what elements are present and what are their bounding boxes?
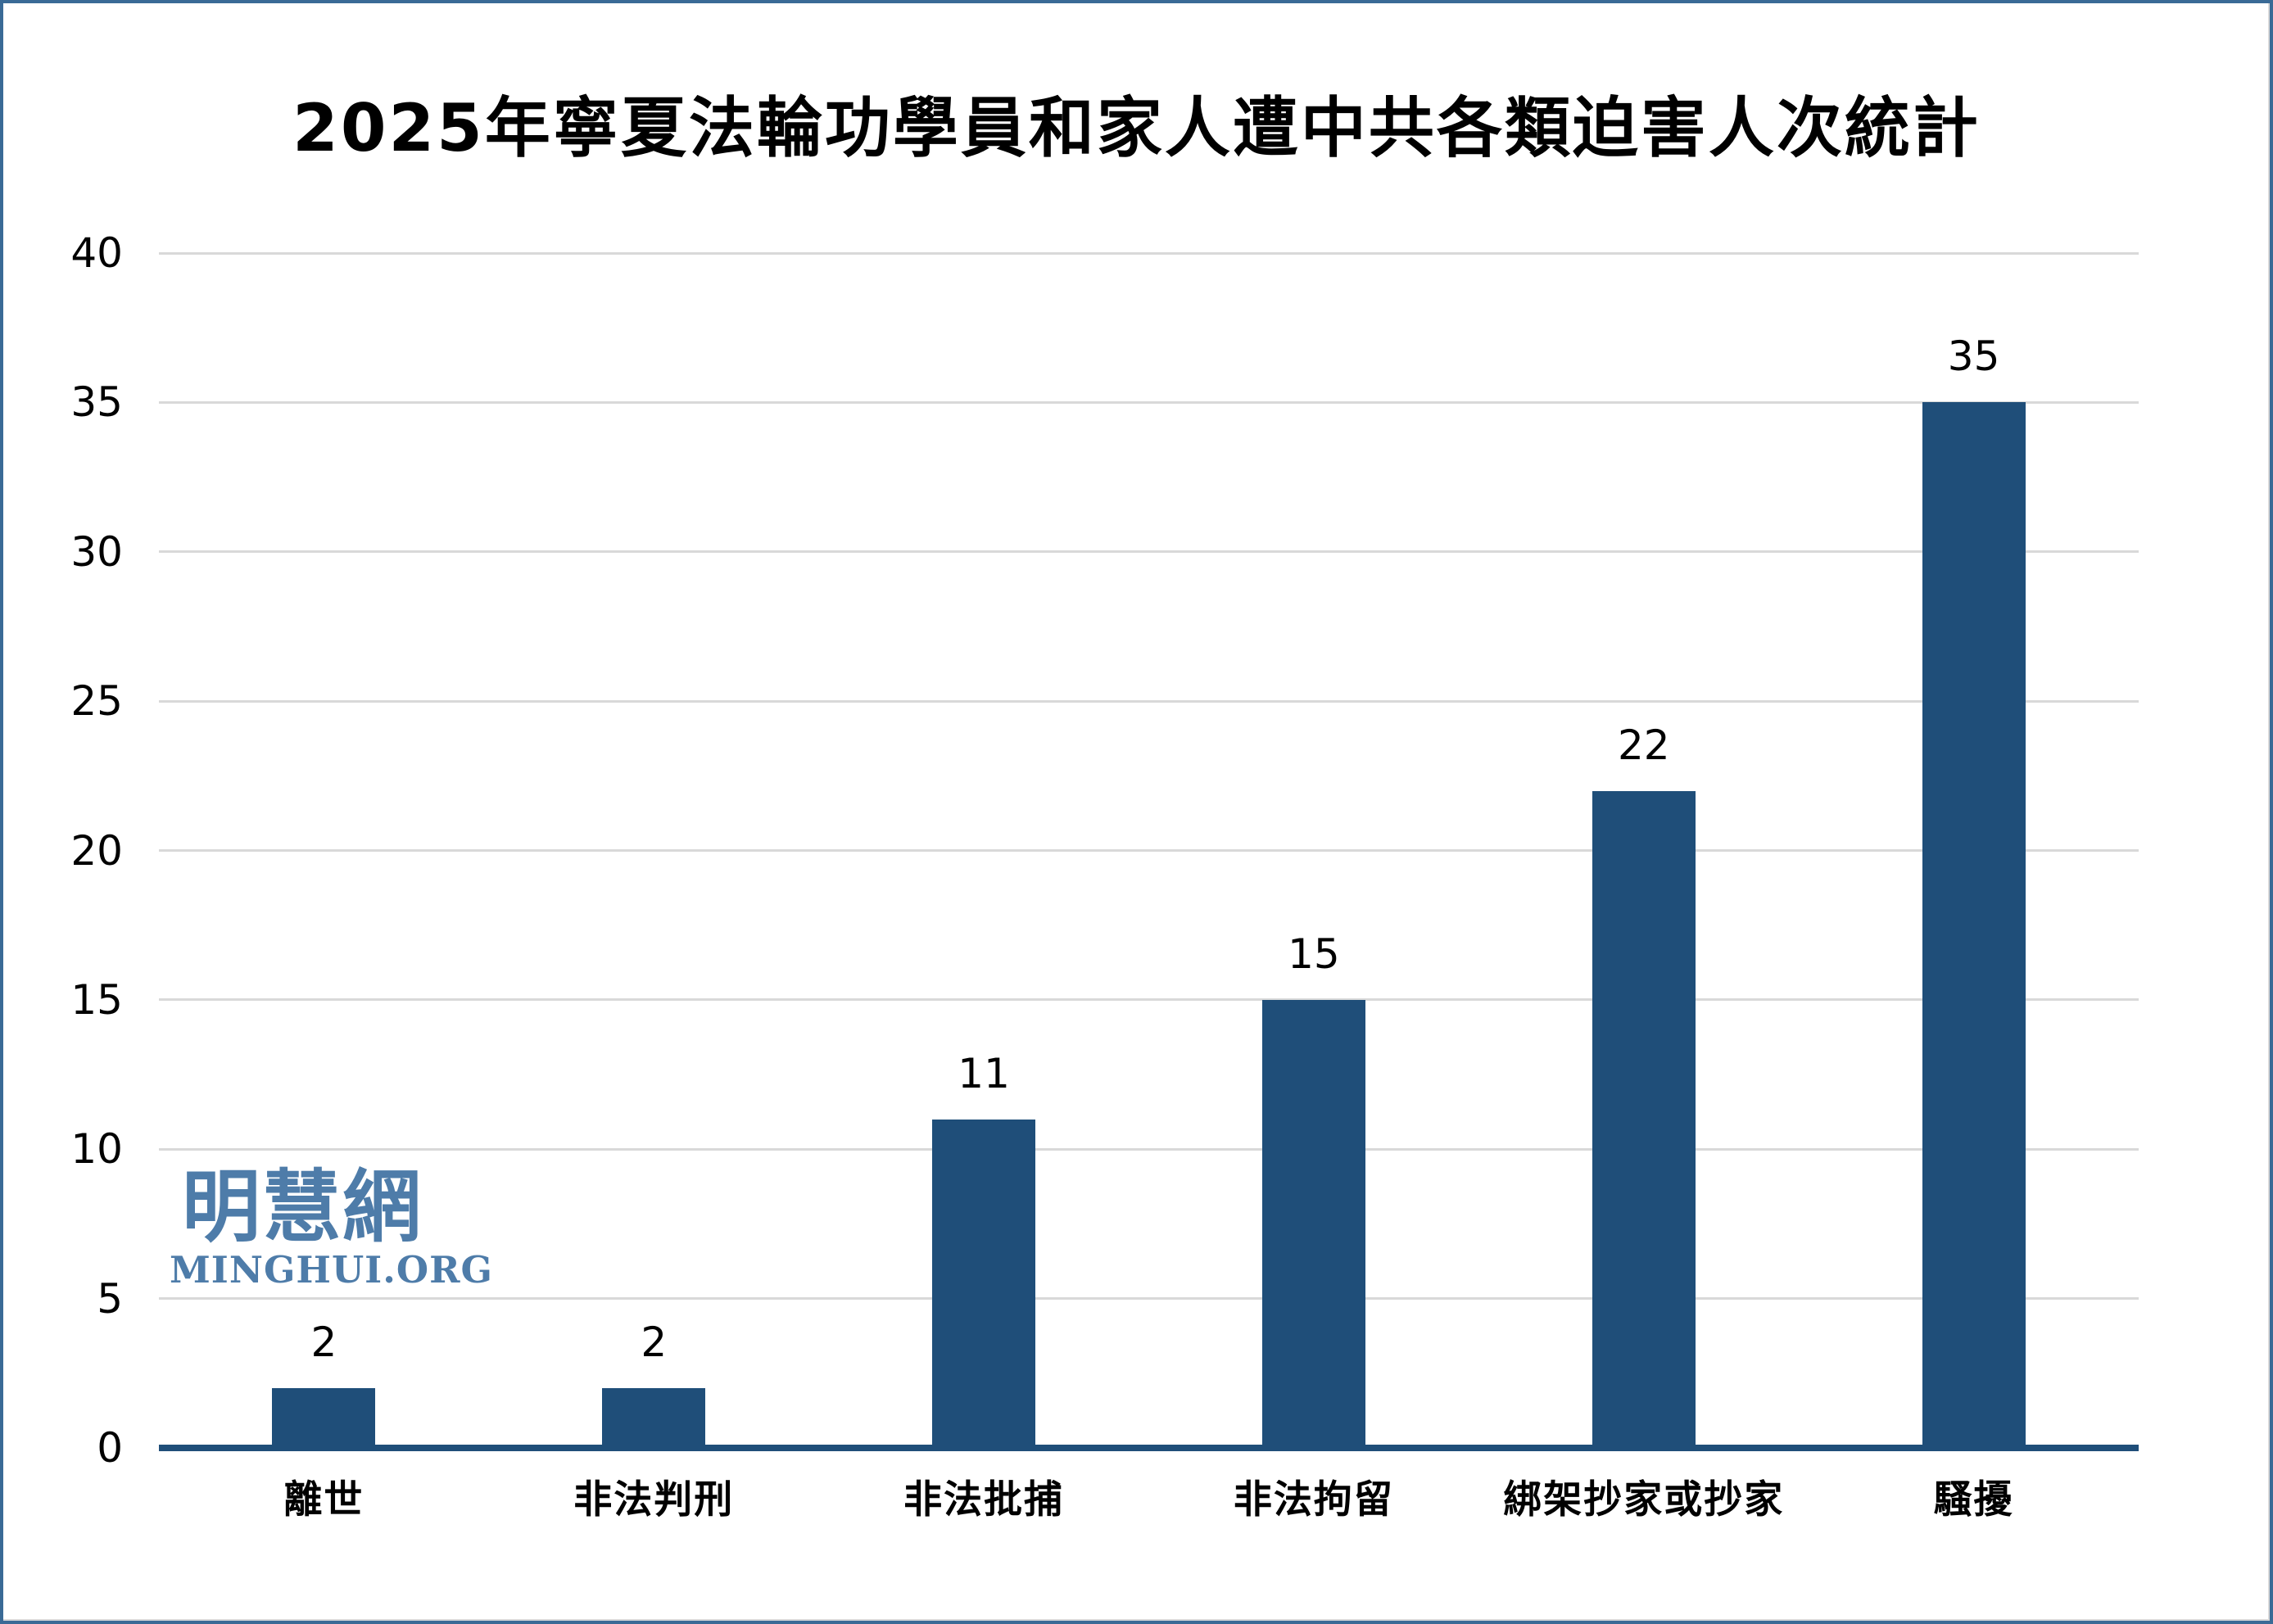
x-axis-line (159, 1445, 2139, 1451)
x-category-label-1: 非法判刑 (573, 1477, 735, 1522)
bar-2 (932, 1119, 1036, 1448)
bar-value-label-4: 22 (1617, 721, 1670, 769)
gridline-20 (159, 849, 2139, 852)
gridline-25 (159, 699, 2139, 703)
y-axis-tick-label-5: 5 (97, 1274, 123, 1323)
bar-value-label-2: 11 (958, 1049, 1010, 1097)
x-category-label-0: 離世 (283, 1477, 364, 1522)
x-category-label-4: 綁架抄家或抄家 (1503, 1477, 1785, 1522)
bar-value-label-1: 2 (641, 1319, 668, 1367)
watermark-cjk-text: 明慧網 (182, 1161, 423, 1253)
bar-1 (602, 1388, 706, 1448)
gridline-10 (159, 1147, 2139, 1151)
y-axis-tick-label-15: 15 (70, 975, 123, 1024)
gridline-30 (159, 550, 2139, 554)
plot-area: 0 5 10 15 20 25 30 35 40 2 離世 2 非法判刑 11 非法批捕 15 非法拘留 22 綁架… (70, 229, 2139, 1522)
bar-value-label-3: 15 (1288, 930, 1340, 978)
gridline-15 (159, 998, 2139, 1002)
y-axis-tick-label-0: 0 (97, 1424, 123, 1472)
bar-5 (1922, 402, 2026, 1448)
x-category-label-5: 騷擾 (1933, 1477, 2014, 1522)
bar-value-label-5: 35 (1947, 332, 2000, 381)
y-axis-tick-label-30: 30 (70, 527, 123, 576)
bar-4 (1592, 790, 1696, 1448)
gridline-5 (159, 1297, 2139, 1301)
bar-3 (1261, 999, 1365, 1448)
gridline-35 (159, 400, 2139, 404)
y-axis-tick-label-10: 10 (70, 1125, 123, 1174)
x-category-label-3: 非法拘留 (1233, 1477, 1394, 1522)
bar-value-label-0: 2 (310, 1319, 337, 1367)
chart-title: 2025年寧夏法輪功學員和家人遭中共各類迫害人次統計 (292, 90, 1981, 166)
y-axis-tick-label-20: 20 (70, 826, 123, 875)
watermark-latin-text: MINGHUI.ORG (170, 1248, 493, 1292)
x-category-label-2: 非法批捕 (903, 1477, 1065, 1522)
y-axis-tick-label-40: 40 (70, 229, 123, 277)
y-axis-tick-label-25: 25 (70, 677, 123, 726)
y-axis-tick-label-35: 35 (70, 378, 123, 427)
bar-0 (272, 1388, 376, 1448)
gridline-40 (159, 251, 2139, 255)
minghui-watermark: 明慧網 MINGHUI.ORG (170, 1161, 493, 1292)
